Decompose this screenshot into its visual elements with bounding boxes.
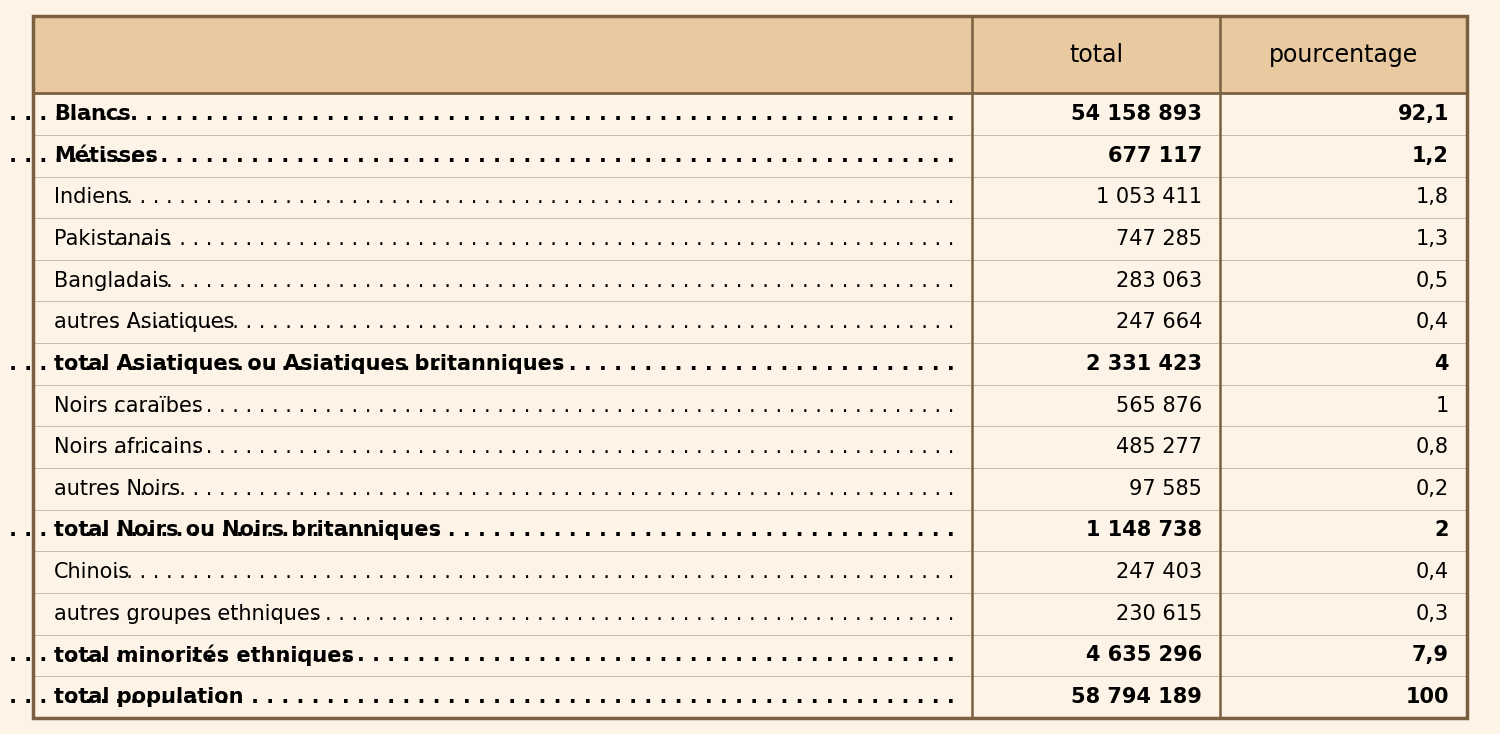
Text: 2 331 423: 2 331 423 xyxy=(1086,354,1203,374)
Text: 1: 1 xyxy=(1436,396,1449,415)
Text: 4: 4 xyxy=(1434,354,1449,374)
Text: pourcentage: pourcentage xyxy=(1269,43,1419,67)
Text: 677 117: 677 117 xyxy=(1108,145,1203,166)
Text: 747 285: 747 285 xyxy=(1116,229,1203,249)
Text: 4 635 296: 4 635 296 xyxy=(1086,645,1203,666)
Text: . . . . . . . . . . . . . . . . . . . . . . . . . . . . . . . . . . . . . . . . : . . . . . . . . . . . . . . . . . . . . … xyxy=(0,104,954,124)
Text: 7,9: 7,9 xyxy=(1412,645,1449,666)
Text: 230 615: 230 615 xyxy=(1116,604,1203,624)
Text: 0,5: 0,5 xyxy=(1416,271,1449,291)
Text: 1,2: 1,2 xyxy=(1412,145,1449,166)
Text: total population: total population xyxy=(54,687,243,707)
Text: . . . . . . . . . . . . . . . . . . . . . . . . . . . . . . . . . . . . . . . . : . . . . . . . . . . . . . . . . . . . . … xyxy=(112,312,954,333)
Text: . . . . . . . . . . . . . . . . . . . . . . . . . . . . . . . . . . . . . . . . : . . . . . . . . . . . . . . . . . . . . … xyxy=(112,187,954,207)
Text: 1,8: 1,8 xyxy=(1416,187,1449,207)
Text: total Noirs ou Noirs britanniques: total Noirs ou Noirs britanniques xyxy=(54,520,441,540)
Text: 247 664: 247 664 xyxy=(1116,312,1203,333)
Text: total Asiatiques ou Asiatiques britanniques: total Asiatiques ou Asiatiques britanniq… xyxy=(54,354,564,374)
Text: autres groupes ethniques: autres groupes ethniques xyxy=(54,604,321,624)
Text: Bangladais: Bangladais xyxy=(54,271,168,291)
Text: . . . . . . . . . . . . . . . . . . . . . . . . . . . . . . . . . . . . . . . . : . . . . . . . . . . . . . . . . . . . . … xyxy=(0,687,954,707)
Text: . . . . . . . . . . . . . . . . . . . . . . . . . . . . . . . . . . . . . . . . : . . . . . . . . . . . . . . . . . . . . … xyxy=(0,520,954,540)
Text: autres Asiatiques: autres Asiatiques xyxy=(54,312,234,333)
Text: 0,4: 0,4 xyxy=(1416,312,1449,333)
Text: total minorités ethniques: total minorités ethniques xyxy=(54,644,354,666)
Text: 0,2: 0,2 xyxy=(1416,479,1449,499)
Text: . . . . . . . . . . . . . . . . . . . . . . . . . . . . . . . . . . . . . . . . : . . . . . . . . . . . . . . . . . . . . … xyxy=(112,562,954,582)
Text: Noirs africains: Noirs africains xyxy=(54,437,202,457)
Text: . . . . . . . . . . . . . . . . . . . . . . . . . . . . . . . . . . . . . . . . : . . . . . . . . . . . . . . . . . . . . … xyxy=(112,479,954,499)
Text: total: total xyxy=(1070,43,1124,67)
Text: 58 794 189: 58 794 189 xyxy=(1071,687,1203,707)
Text: 0,8: 0,8 xyxy=(1416,437,1449,457)
Text: 565 876: 565 876 xyxy=(1116,396,1203,415)
Text: . . . . . . . . . . . . . . . . . . . . . . . . . . . . . . . . . . . . . . . . : . . . . . . . . . . . . . . . . . . . . … xyxy=(0,354,954,374)
Text: 247 403: 247 403 xyxy=(1116,562,1203,582)
Text: 97 585: 97 585 xyxy=(1130,479,1203,499)
Text: . . . . . . . . . . . . . . . . . . . . . . . . . . . . . . . . . . . . . . . . : . . . . . . . . . . . . . . . . . . . . … xyxy=(112,229,954,249)
Text: Indiens: Indiens xyxy=(54,187,129,207)
Text: 1 053 411: 1 053 411 xyxy=(1096,187,1203,207)
Text: 92,1: 92,1 xyxy=(1398,104,1449,124)
Text: 0,4: 0,4 xyxy=(1416,562,1449,582)
Text: . . . . . . . . . . . . . . . . . . . . . . . . . . . . . . . . . . . . . . . . : . . . . . . . . . . . . . . . . . . . . … xyxy=(0,645,954,666)
Text: Noirs caraïbes: Noirs caraïbes xyxy=(54,396,202,415)
Text: . . . . . . . . . . . . . . . . . . . . . . . . . . . . . . . . . . . . . . . . : . . . . . . . . . . . . . . . . . . . . … xyxy=(112,396,954,415)
Text: . . . . . . . . . . . . . . . . . . . . . . . . . . . . . . . . . . . . . . . . : . . . . . . . . . . . . . . . . . . . . … xyxy=(112,437,954,457)
Text: 2: 2 xyxy=(1434,520,1449,540)
Text: 283 063: 283 063 xyxy=(1116,271,1203,291)
Text: autres Noirs: autres Noirs xyxy=(54,479,180,499)
Text: . . . . . . . . . . . . . . . . . . . . . . . . . . . . . . . . . . . . . . . . : . . . . . . . . . . . . . . . . . . . . … xyxy=(0,145,954,166)
Text: . . . . . . . . . . . . . . . . . . . . . . . . . . . . . . . . . . . . . . . . : . . . . . . . . . . . . . . . . . . . . … xyxy=(112,271,954,291)
Text: 1,3: 1,3 xyxy=(1416,229,1449,249)
Text: 485 277: 485 277 xyxy=(1116,437,1203,457)
Bar xyxy=(33,16,1467,93)
Text: Chinois: Chinois xyxy=(54,562,130,582)
Text: Pakistanais: Pakistanais xyxy=(54,229,171,249)
Text: . . . . . . . . . . . . . . . . . . . . . . . . . . . . . . . . . . . . . . . . : . . . . . . . . . . . . . . . . . . . . … xyxy=(112,604,954,624)
Text: 54 158 893: 54 158 893 xyxy=(1071,104,1203,124)
Text: 0,3: 0,3 xyxy=(1416,604,1449,624)
Text: 100: 100 xyxy=(1406,687,1449,707)
Text: Blancs: Blancs xyxy=(54,104,130,124)
Text: Métisses: Métisses xyxy=(54,145,158,166)
Text: 1 148 738: 1 148 738 xyxy=(1086,520,1203,540)
